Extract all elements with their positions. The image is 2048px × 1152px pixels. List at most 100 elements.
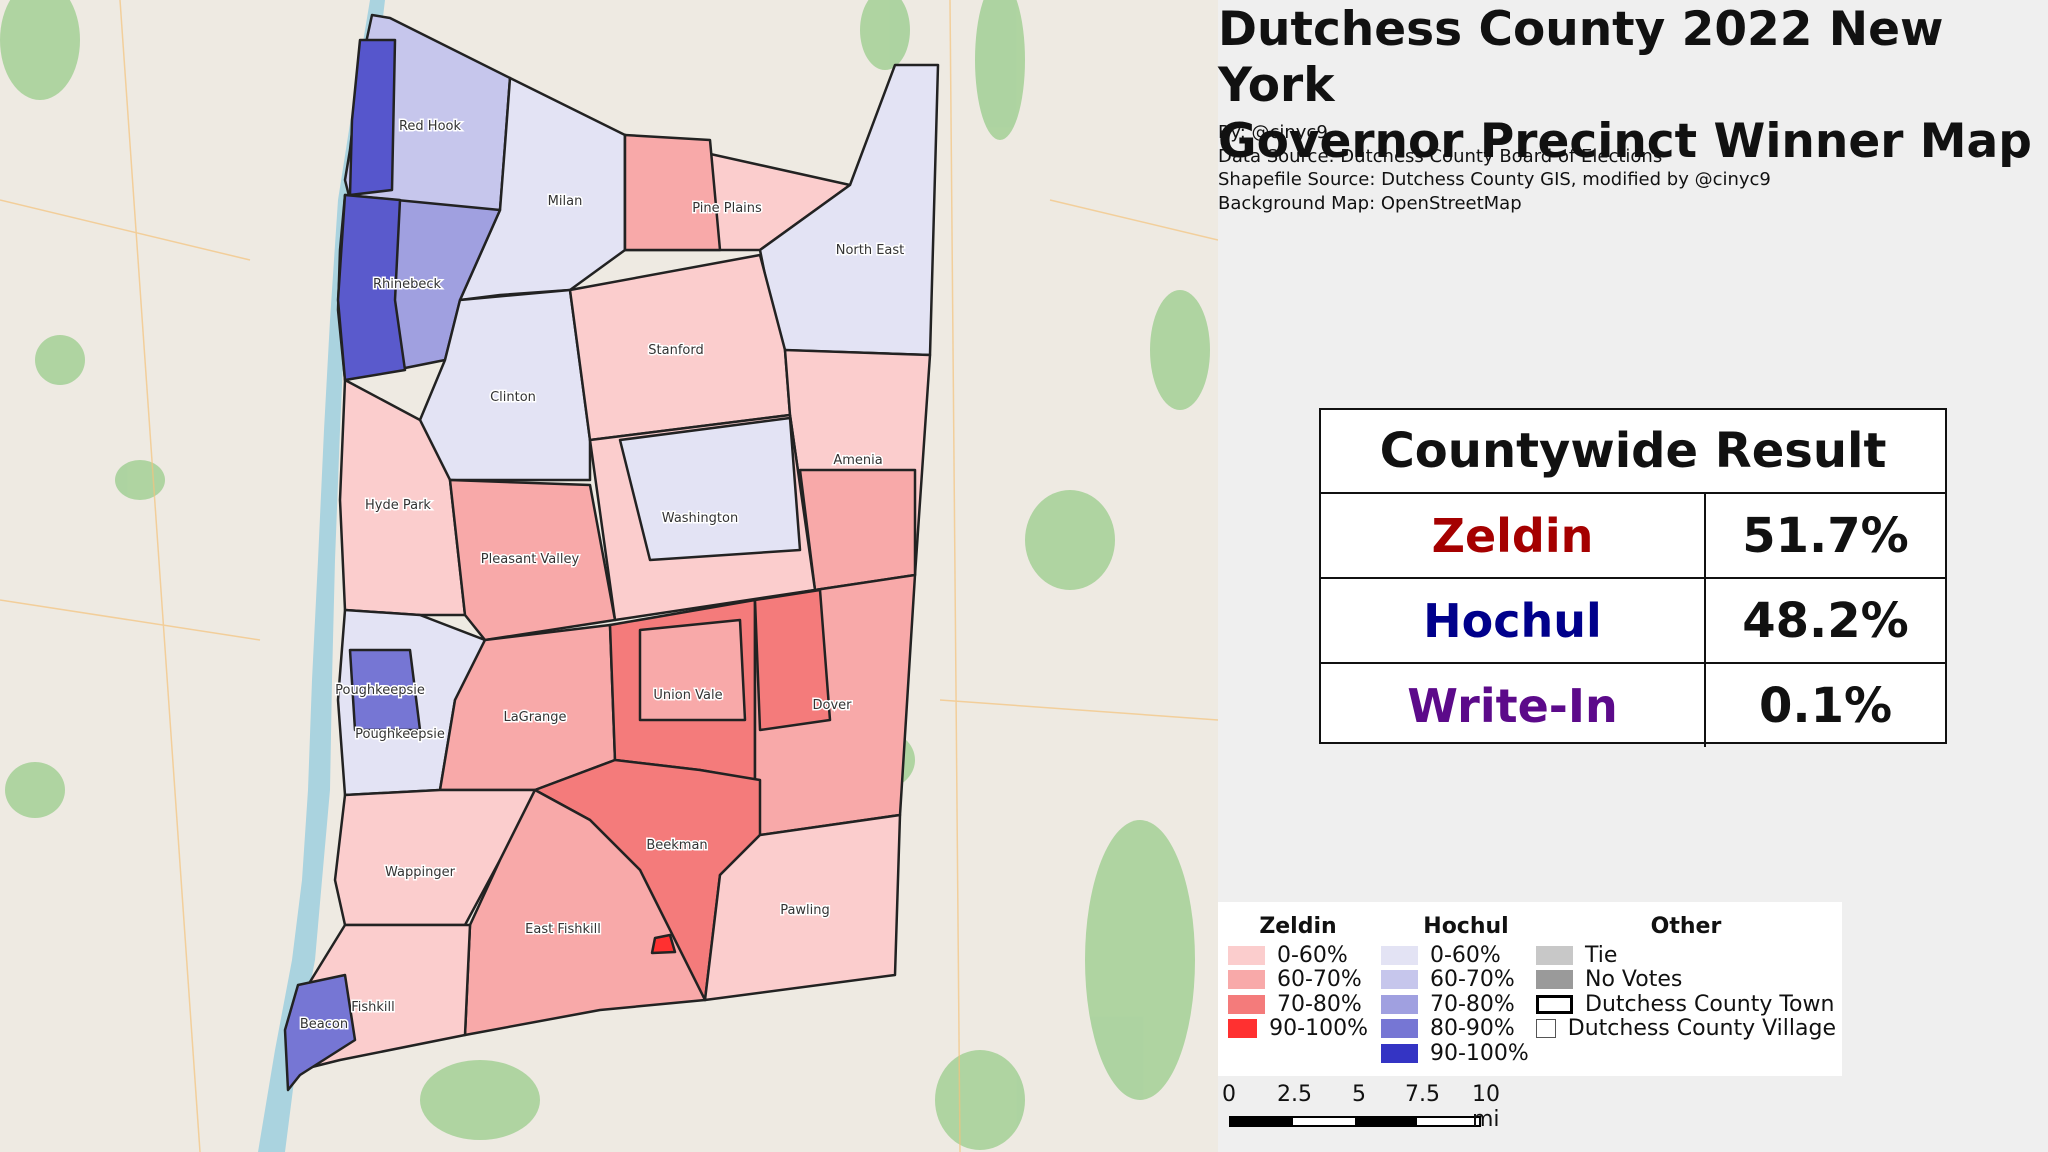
map-svg: Red Hook Milan Pine Plains North East Rh… <box>0 0 1218 1152</box>
legend-label: 0-60% <box>1277 942 1348 968</box>
legend-item: 60-70% <box>1228 967 1368 993</box>
result-name: Write-In <box>1321 664 1706 747</box>
credit-background-map: Background Map: OpenStreetMap <box>1218 192 1522 214</box>
scale-label-2-5: 2.5 <box>1277 1082 1312 1107</box>
precinct-union-vale-north <box>638 618 747 722</box>
precinct-map: Red Hook Milan Pine Plains North East Rh… <box>0 0 1218 1152</box>
credits: By: @cinyc9 Data Source: Dutchess County… <box>1218 121 1771 215</box>
label-north-east: North East <box>836 243 905 258</box>
label-stanford: Stanford <box>648 343 703 358</box>
countywide-result-table: Countywide Result Zeldin 51.7% Hochul 48… <box>1319 408 1947 747</box>
legend-swatch <box>1536 970 1573 990</box>
road-lines <box>0 0 1218 1152</box>
legend-label: 90-100% <box>1430 1040 1529 1066</box>
result-value: 48.2% <box>1742 592 1909 649</box>
label-red-hook: Red Hook <box>399 119 462 134</box>
result-row-zeldin: Zeldin 51.7% <box>1321 494 1945 579</box>
map-legend: Zeldin 0-60% 60-70% 70-80% 90-100% Hochul 0… <box>1218 902 1842 1076</box>
title-line-2: Governor Precinct Winner Map <box>1218 114 2032 169</box>
town-labels: Red Hook Milan Pine Plains North East Rh… <box>298 118 905 1034</box>
legend-item: 60-70% <box>1381 967 1551 992</box>
legend-swatch <box>1228 994 1265 1014</box>
legend-hochul-header: Hochul <box>1423 914 1509 939</box>
label-beekman: Beekman <box>646 838 707 853</box>
result-row-hochul: Hochul 48.2% <box>1321 579 1945 664</box>
label-dover: Dover <box>813 698 853 713</box>
town-wappinger <box>333 788 537 927</box>
label-pine-plains: Pine Plains <box>692 201 762 216</box>
legend-item: Dutchess County Village <box>1536 1016 1836 1041</box>
legend-other-header: Other <box>1650 914 1722 939</box>
legend-swatch <box>1228 1019 1258 1039</box>
scale-label-7-5: 7.5 <box>1405 1082 1440 1107</box>
label-union-vale: Union Vale <box>653 688 722 703</box>
legend-label: Tie <box>1585 942 1618 968</box>
legend-hochul: Hochul 0-60% 60-70% 70-80% 80-90% 90-100% <box>1381 902 1551 1066</box>
label-milan: Milan <box>548 194 583 209</box>
legend-item: 70-80% <box>1381 992 1551 1017</box>
precinct-amenia-south <box>798 468 917 592</box>
legend-item: 80-90% <box>1381 1016 1551 1042</box>
legend-item: 0-60% <box>1381 943 1551 968</box>
legend-zeldin: Zeldin 0-60% 60-70% 70-80% 90-100% <box>1228 902 1368 1041</box>
legend-item: 0-60% <box>1228 943 1368 968</box>
legend-hochul-items: 0-60% 60-70% 70-80% 80-90% 90-100% <box>1381 943 1551 1066</box>
result-row-write-in: Write-In 0.1% <box>1321 664 1945 747</box>
legend-swatch <box>1536 994 1573 1014</box>
city-beacon <box>283 973 357 1092</box>
label-clinton: Clinton <box>490 390 536 405</box>
label-fishkill: Fishkill <box>351 1000 395 1015</box>
precinct-washington <box>618 416 802 562</box>
label-hyde-park: Hyde Park <box>365 498 431 513</box>
scale-labels: 0 2.5 5 7.5 10 mi <box>1222 1082 1500 1132</box>
label-washington: Washington <box>662 511 738 526</box>
legend-swatch <box>1381 970 1418 990</box>
credit-by: By: @cinyc9 <box>1218 122 1328 143</box>
town-pleasant-valley <box>448 478 617 642</box>
precinct-rhinebeck-west <box>336 193 407 382</box>
legend-item: 90-100% <box>1381 1041 1551 1066</box>
legend-item: Dutchess County Town <box>1536 992 1836 1017</box>
result-value: 0.1% <box>1758 677 1893 734</box>
legend-swatch <box>1228 945 1265 965</box>
scale-bar: 0 2.5 5 7.5 10 mi <box>1222 1082 1500 1132</box>
legend-item: No Votes <box>1536 967 1836 993</box>
legend-swatch <box>1381 994 1418 1014</box>
town-hyde-park <box>338 378 467 617</box>
legend-other-items: Tie No Votes Dutchess County Town Dutchess … <box>1536 943 1836 1041</box>
legend-item: 70-80% <box>1228 992 1368 1017</box>
precinct-pine-plains <box>623 133 722 252</box>
scale-label-10: 10 mi <box>1472 1082 1500 1132</box>
countywide-result-header: Countywide Result <box>1321 410 1945 494</box>
map-title: Dutchess County 2022 New York Governor P… <box>1218 2 2038 170</box>
legend-label: 0-60% <box>1430 942 1501 968</box>
legend-label: 60-70% <box>1277 967 1362 993</box>
legend-swatch <box>1381 945 1418 965</box>
hudson-river <box>258 0 385 1152</box>
result-name: Zeldin <box>1321 494 1706 577</box>
scale-label-5: 5 <box>1352 1082 1366 1107</box>
forest-patches <box>0 0 1210 1150</box>
legend-zeldin-items: 0-60% 60-70% 70-80% 90-100% <box>1228 943 1368 1041</box>
legend-item: 90-100% <box>1228 1016 1368 1042</box>
result-name: Hochul <box>1321 579 1706 662</box>
legend-zeldin-header: Zeldin <box>1259 914 1337 939</box>
label-east-fishkill: East Fishkill <box>525 922 601 937</box>
legend-label: 70-80% <box>1430 991 1515 1017</box>
label-lagrange: LaGrange <box>503 710 566 725</box>
legend-other: Other Tie No Votes Dutchess County Town Dut… <box>1536 902 1836 1041</box>
precinct-dover-west <box>753 588 832 732</box>
county-towns <box>283 13 940 1092</box>
legend-swatch <box>1381 1043 1418 1063</box>
legend-label: 90-100% <box>1269 1016 1368 1042</box>
legend-label: 80-90% <box>1430 1016 1515 1042</box>
label-pawling: Pawling <box>780 903 830 918</box>
credit-data-source: Data Source: Dutchess County Board of El… <box>1218 145 1663 167</box>
town-pawling <box>703 813 902 1002</box>
legend-label: 70-80% <box>1277 991 1362 1017</box>
legend-label: No Votes <box>1585 967 1683 993</box>
label-poughkeepsie-city: Poughkeepsie <box>335 683 425 698</box>
legend-swatch <box>1381 1019 1418 1039</box>
label-rhinebeck: Rhinebeck <box>373 277 442 292</box>
legend-label: Dutchess County Town <box>1585 991 1835 1017</box>
